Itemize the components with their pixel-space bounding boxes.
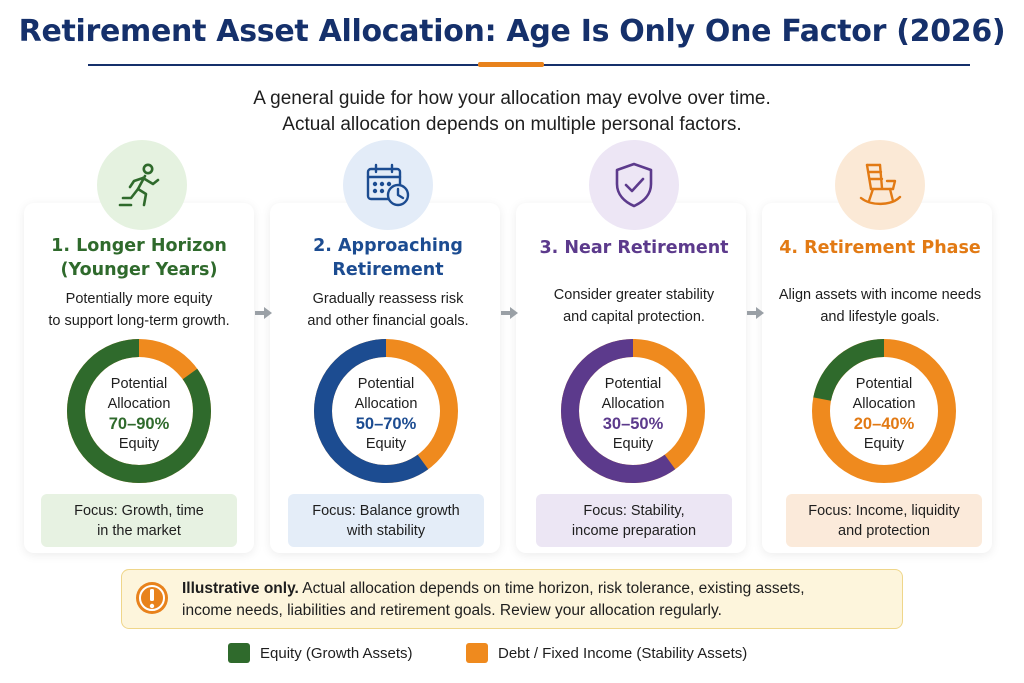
donut-label: Potential Allocation 30–50% Equity <box>558 374 708 454</box>
stage-2-desc-line-1: Gradually reassess risk <box>312 291 464 307</box>
donut-label-line-2: Allocation <box>601 396 665 412</box>
stage-1-icon-circle <box>97 140 187 230</box>
legend-equity: Equity (Growth Assets) <box>228 640 413 666</box>
arrow-right-icon <box>501 307 518 319</box>
running-person-icon <box>118 163 160 207</box>
stage-2-title-line-2: Retirement <box>332 260 444 280</box>
legend-debt-swatch <box>466 643 488 663</box>
focus-line-2: and protection <box>838 522 930 539</box>
title-accent-bar <box>478 62 544 67</box>
donut-label-line-2: Allocation <box>354 396 418 412</box>
stage-1-desc-line-2: to support long-term growth. <box>48 313 230 329</box>
stage-1-donut: Potential Allocation 70–90% Equity <box>64 336 214 486</box>
stage-2-focus-box: Focus: Balance growth with stability <box>288 494 484 547</box>
stage-2-icon-circle <box>343 140 433 230</box>
stage-2-donut: Potential Allocation 50–70% Equity <box>311 336 461 486</box>
rocking-chair-icon <box>859 163 902 206</box>
donut-label-line-1: Potential <box>855 376 913 392</box>
exclamation-icon <box>136 582 168 614</box>
stage-4-description: Align assets with income needs and lifes… <box>755 284 1005 328</box>
stage-3-title: 3. Near Retirement <box>509 236 759 260</box>
stage-2-title: 2. Approaching Retirement <box>263 234 513 282</box>
stage-3-focus-box: Focus: Stability, income preparation <box>536 494 732 547</box>
donut-label-line-4: Equity <box>118 436 160 452</box>
stage-2-title-line-1: 2. Approaching <box>313 236 463 256</box>
focus-line-1: Focus: Growth, time <box>74 502 204 519</box>
legend-debt-label: Debt / Fixed Income (Stability Assets) <box>498 644 748 662</box>
donut-label-line-4: Equity <box>612 436 654 452</box>
donut-label-line-4: Equity <box>365 436 407 452</box>
equity-range: 20–40% <box>853 415 915 433</box>
stage-4-donut: Potential Allocation 20–40% Equity <box>809 336 959 486</box>
donut-label-line-2: Allocation <box>107 396 171 412</box>
disclaimer-note: Illustrative only. Actual allocation dep… <box>121 569 903 629</box>
stage-1-title: 1. Longer Horizon (Younger Years) <box>14 234 264 282</box>
disclaimer-text: Illustrative only. Actual allocation dep… <box>182 578 898 622</box>
donut-label-line-1: Potential <box>357 376 415 392</box>
equity-arc <box>314 339 458 483</box>
focus-line-1: Focus: Balance growth <box>312 502 460 519</box>
arrow-right-icon <box>255 307 272 319</box>
legend-equity-swatch <box>228 643 250 663</box>
equity-range: 70–90% <box>108 415 170 433</box>
stage-4-icon-circle <box>835 140 925 230</box>
subtitle-line-2: Actual allocation depends on multiple pe… <box>282 114 742 135</box>
stage-2-desc-line-2: and other financial goals. <box>307 313 469 329</box>
donut-label: Potential Allocation 20–40% Equity <box>809 374 959 454</box>
donut-label-line-2: Allocation <box>852 396 916 412</box>
donut-label-line-1: Potential <box>110 376 168 392</box>
disclaimer-line-1: Actual allocation depends on time horizo… <box>298 580 805 597</box>
donut-label-line-1: Potential <box>604 376 662 392</box>
stage-3-donut: Potential Allocation 30–50% Equity <box>558 336 708 486</box>
focus-line-2: income preparation <box>571 522 697 539</box>
stage-1-focus-box: Focus: Growth, time in the market <box>41 494 237 547</box>
stage-3-description: Consider greater stability and capital p… <box>509 284 759 328</box>
stage-4-focus-box: Focus: Income, liquidity and protection <box>786 494 982 547</box>
stage-1-title-line-2: (Younger Years) <box>60 260 218 280</box>
donut-label: Potential Allocation 70–90% Equity <box>64 374 214 454</box>
stage-4-desc-line-2: and lifestyle goals. <box>820 309 940 325</box>
focus-line-1: Focus: Stability, <box>583 502 685 519</box>
equity-arc <box>561 339 705 483</box>
page-title: Retirement Asset Allocation: Age Is Only… <box>18 14 1006 49</box>
calendar-clock-icon <box>366 163 410 207</box>
equity-range: 30–50% <box>602 415 664 433</box>
stage-1-title-line-1: 1. Longer Horizon <box>51 236 227 256</box>
equity-arc <box>812 339 956 483</box>
donut-label: Potential Allocation 50–70% Equity <box>311 374 461 454</box>
stage-3-title-line-1: 3. Near Retirement <box>539 238 729 258</box>
donut-label-line-4: Equity <box>863 436 905 452</box>
focus-line-2: with stability <box>346 522 426 539</box>
stage-1-desc-line-1: Potentially more equity <box>65 291 213 307</box>
disclaimer-bold: Illustrative only. <box>182 580 299 597</box>
stage-3-desc-line-1: Consider greater stability <box>553 287 715 303</box>
shield-check-icon <box>615 162 653 208</box>
disclaimer-line-2: income needs, liabilities and retirement… <box>182 602 722 619</box>
stage-2-description: Gradually reassess risk and other financ… <box>263 288 513 332</box>
equity-range: 50–70% <box>355 415 417 433</box>
stage-3-desc-line-2: and capital protection. <box>563 309 705 325</box>
subtitle-line-1: A general guide for how your allocation … <box>253 88 771 109</box>
focus-line-1: Focus: Income, liquidity <box>808 502 960 519</box>
stage-4-title-line-1: 4. Retirement Phase <box>779 238 981 258</box>
equity-arc <box>67 339 211 483</box>
stage-1-description: Potentially more equity to support long-… <box>14 288 264 332</box>
legend-equity-label: Equity (Growth Assets) <box>260 644 413 662</box>
subtitle: A general guide for how your allocation … <box>0 86 1024 138</box>
legend-debt: Debt / Fixed Income (Stability Assets) <box>466 640 747 666</box>
stage-3-icon-circle <box>589 140 679 230</box>
stage-4-desc-line-1: Align assets with income needs <box>778 287 982 303</box>
focus-line-2: in the market <box>97 522 181 539</box>
arrow-right-icon <box>747 307 764 319</box>
stage-4-title: 4. Retirement Phase <box>755 236 1005 260</box>
